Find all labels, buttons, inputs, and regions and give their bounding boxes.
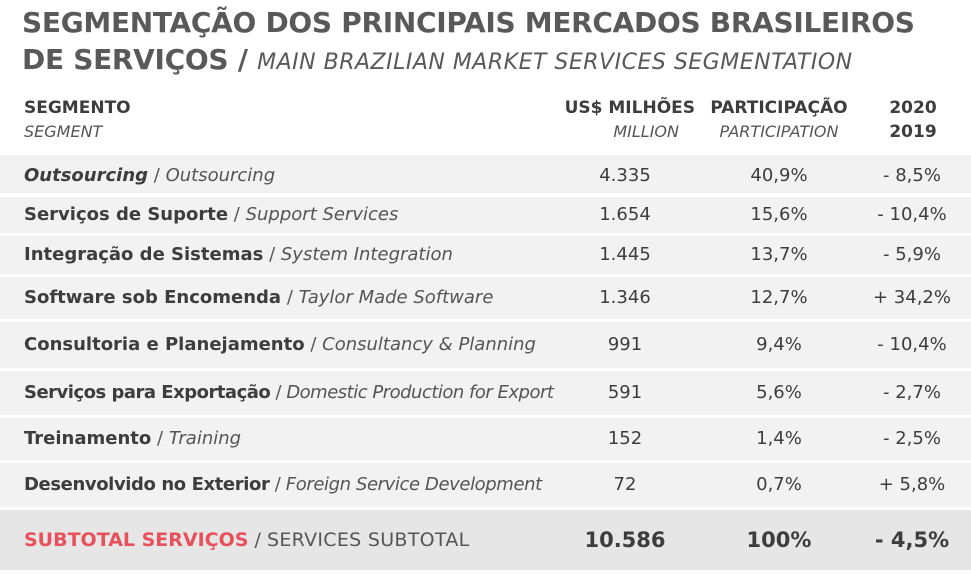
row-segment-en: Support Services [245, 204, 399, 225]
row-million: 152 [607, 428, 643, 449]
row-segment: Consultoria e Planejamento / Consultancy… [24, 322, 536, 368]
table-header: SEGMENTO SEGMENT US$ MILHÕES MILLION PAR… [0, 96, 971, 152]
row-change: - 2,7% [883, 382, 941, 403]
row-change: - 8,5% [883, 165, 941, 186]
row-participation: 1,4% [756, 428, 802, 449]
subtotal-row: SUBTOTAL SERVIÇOS / SERVICES SUBTOTAL 10… [0, 510, 971, 570]
row-million: 1.654 [599, 204, 651, 225]
subtotal-segment: SUBTOTAL SERVIÇOS / SERVICES SUBTOTAL [24, 510, 470, 570]
table-row: Serviços para Exportação / Domestic Prod… [0, 371, 971, 415]
row-change: - 2,5% [883, 428, 941, 449]
table-row: Serviços de Suporte / Support Services 1… [0, 197, 971, 233]
row-million: 991 [607, 334, 643, 355]
table-row: Treinamento / Training 152 1,4% - 2,5% [0, 418, 971, 460]
subtotal-pt: SUBTOTAL SERVIÇOS [24, 529, 249, 551]
table-row: Software sob Encomenda / Taylor Made Sof… [0, 277, 971, 319]
row-million: 1.346 [599, 287, 651, 308]
row-change: - 10,4% [877, 204, 947, 225]
header-year: 2020 2019 [872, 96, 954, 144]
header-year-top: 2020 [889, 98, 937, 118]
title-line-1: SEGMENTAÇÃO DOS PRINCIPAIS MERCADOS BRAS… [22, 6, 915, 39]
subtotal-separator: / [254, 529, 261, 551]
title-line-2: DE SERVIÇOS / MAIN BRAZILIAN MARKET SERV… [22, 41, 962, 81]
row-segment: Serviços de Suporte / Support Services [24, 197, 398, 233]
row-segment-en: Outsourcing [165, 165, 276, 186]
row-segment-pt: Treinamento [24, 428, 152, 449]
row-million: 1.445 [599, 244, 651, 265]
table-row: Integração de Sistemas / System Integrat… [0, 236, 971, 274]
row-separator: / [233, 204, 240, 225]
row-participation: 40,9% [750, 165, 808, 186]
subtotal-million: 10.586 [584, 528, 666, 552]
row-segment: Software sob Encomenda / Taylor Made Sof… [24, 277, 493, 319]
row-participation: 13,7% [750, 244, 808, 265]
table-row: Consultoria e Planejamento / Consultancy… [0, 322, 971, 368]
header-year-bottom: 2019 [889, 122, 937, 142]
row-segment: Treinamento / Training [24, 418, 241, 460]
row-segment-en: System Integration [280, 244, 453, 265]
row-separator: / [274, 474, 281, 495]
row-segment: Serviços para Exportação / Domestic Prod… [24, 371, 554, 415]
row-change: + 34,2% [873, 287, 951, 308]
row-participation: 5,6% [756, 382, 802, 403]
row-million: 72 [613, 474, 637, 495]
header-participation-en: PARTICIPATION [719, 122, 839, 141]
row-change: + 5,8% [878, 474, 946, 495]
row-segment-pt: Serviços para Exportação [24, 382, 271, 403]
row-segment-en: Consultancy & Planning [322, 334, 536, 355]
table-row: Desenvolvido no Exterior / Foreign Servi… [0, 463, 971, 507]
row-separator: / [286, 287, 293, 308]
subtotal-participation: 100% [746, 528, 812, 552]
row-separator: / [157, 428, 164, 449]
header-million-en: MILLION [613, 122, 679, 141]
row-segment-pt: Desenvolvido no Exterior [24, 474, 270, 495]
row-segment-pt: Software sob Encomenda [24, 287, 282, 308]
row-segment-en: Taylor Made Software [298, 287, 494, 308]
row-change: - 5,9% [883, 244, 941, 265]
row-separator: / [269, 244, 276, 265]
header-segment-pt: SEGMENTO [24, 98, 131, 118]
header-participation-pt: PARTICIPAÇÃO [710, 98, 848, 118]
header-segment-en: SEGMENT [24, 122, 103, 141]
row-participation: 12,7% [750, 287, 808, 308]
title-separator: / [237, 43, 248, 76]
row-segment-pt: Consultoria e Planejamento [24, 334, 305, 355]
row-segment: Integração de Sistemas / System Integrat… [24, 236, 453, 274]
row-segment: Outsourcing / Outsourcing [24, 155, 275, 197]
row-segment-pt: Serviços de Suporte [24, 204, 229, 225]
subtotal-change: - 4,5% [874, 528, 950, 552]
header-million-pt: US$ MILHÕES [564, 98, 695, 118]
row-segment-en: Training [168, 428, 242, 449]
header-participation: PARTICIPAÇÃO PARTICIPATION [704, 96, 854, 144]
title-en: MAIN BRAZILIAN MARKET SERVICES SEGMENTAT… [257, 50, 853, 75]
row-million: 591 [607, 382, 643, 403]
subtotal-en: SERVICES SUBTOTAL [266, 529, 470, 551]
row-segment-pt: Integração de Sistemas [24, 244, 264, 265]
header-million: US$ MILHÕES MILLION [555, 96, 695, 144]
row-participation: 0,7% [756, 474, 802, 495]
row-separator: / [153, 165, 160, 186]
row-participation: 9,4% [756, 334, 802, 355]
title-pt: DE SERVIÇOS [22, 43, 229, 76]
row-separator: / [275, 382, 282, 403]
row-separator: / [310, 334, 317, 355]
header-segment: SEGMENTO SEGMENT [24, 96, 131, 144]
row-segment: Desenvolvido no Exterior / Foreign Servi… [24, 463, 542, 507]
row-segment-en: Foreign Service Development [285, 474, 542, 495]
row-million: 4.335 [599, 165, 651, 186]
page-title: SEGMENTAÇÃO DOS PRINCIPAIS MERCADOS BRAS… [22, 4, 962, 81]
row-segment-en: Domestic Production for Export [286, 382, 554, 403]
row-segment-pt: Outsourcing [24, 165, 149, 186]
row-participation: 15,6% [750, 204, 808, 225]
row-change: - 10,4% [877, 334, 947, 355]
table-row: Outsourcing / Outsourcing 4.335 40,9% - … [0, 155, 971, 193]
